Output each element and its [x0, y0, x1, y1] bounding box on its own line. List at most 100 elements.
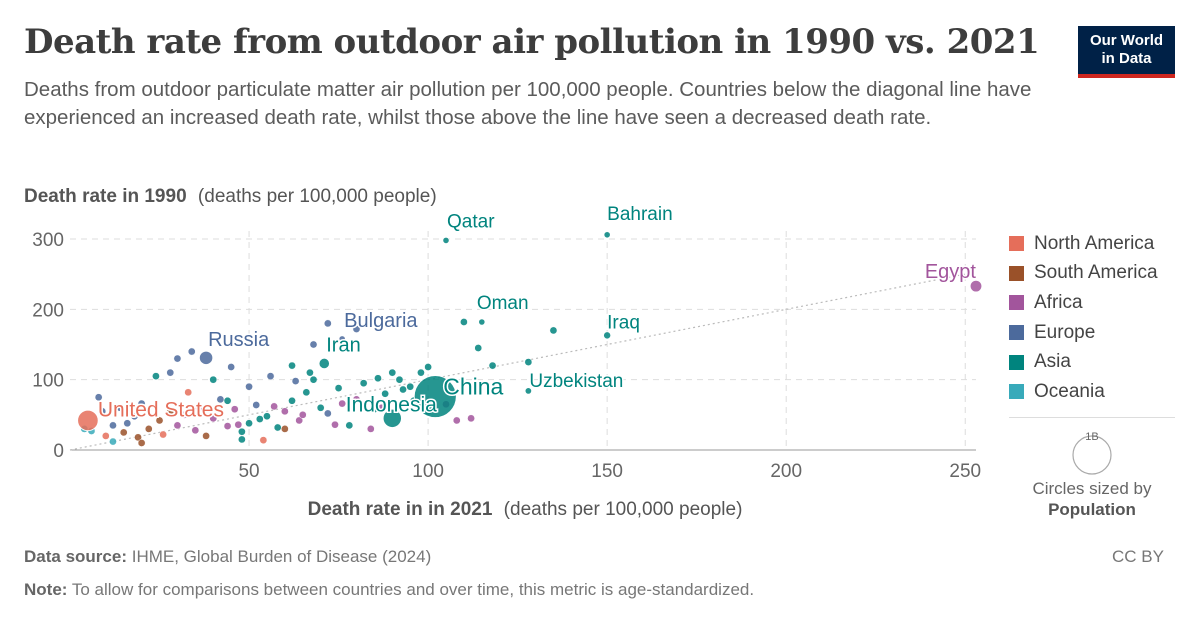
logo-line-1: Our World: [1089, 32, 1164, 49]
scatter-point: [295, 416, 304, 425]
scatter-point: [109, 437, 117, 446]
chart-title: Death rate from outdoor air pollution in…: [24, 22, 1040, 62]
owid-logo[interactable]: Our World in Data: [1078, 26, 1175, 78]
scatter-point-china: [413, 375, 457, 418]
scatter-point: [155, 416, 164, 425]
y-axis-title: Death rate in 1990 (deaths per 100,000 p…: [24, 186, 437, 207]
data-source: Data source: IHME, Global Burden of Dise…: [24, 547, 431, 567]
scatter-point: [366, 425, 375, 433]
scatter-point: [255, 415, 264, 423]
scatter-point: [116, 403, 124, 412]
scatter-point-iran: [318, 357, 330, 370]
data-source-label: Data source:: [24, 547, 127, 566]
y-tick-label: 300: [32, 230, 64, 251]
scatter-point: [374, 374, 382, 383]
scatter-point: [452, 416, 461, 425]
scatter-point: [359, 379, 368, 388]
scatter-point: [323, 319, 332, 328]
scatter-point: [227, 363, 235, 371]
scatter-point: [166, 407, 175, 416]
scatter-point: [549, 326, 558, 335]
legend-swatch: [1009, 354, 1024, 370]
scatter-point: [187, 347, 196, 356]
legend-divider: [1009, 417, 1175, 418]
legend-label: Oceania: [1034, 380, 1105, 402]
scatter-point: [467, 414, 475, 423]
legend-label: Africa: [1034, 291, 1083, 313]
legend-swatch: [1009, 295, 1024, 311]
legend-item-africa[interactable]: Africa: [1009, 288, 1189, 318]
size-legend-value: 1B: [1085, 431, 1098, 443]
scatter-point: [238, 435, 246, 444]
scatter-point: [180, 410, 189, 419]
scatter-point: [288, 361, 296, 370]
scatter-point: [137, 439, 146, 447]
legend-item-europe[interactable]: Europe: [1009, 318, 1189, 348]
point-label-qatar: Qatar: [447, 211, 495, 232]
scatter-point: [263, 412, 271, 421]
scatter-point: [234, 420, 243, 429]
grid: [70, 231, 976, 451]
scatter-point: [195, 403, 203, 412]
legend-item-oceania[interactable]: Oceania: [1009, 377, 1189, 407]
chart-note: Note: To allow for comparisons between c…: [24, 580, 754, 600]
scatter-point: [334, 384, 343, 392]
legend-item-asia[interactable]: Asia: [1009, 347, 1189, 377]
diagonal-line: [69, 271, 977, 451]
scatter-point: [144, 425, 153, 433]
point-labels: China Indonesia United States Russia IranBul…: [96, 202, 978, 423]
scatter-point: [266, 372, 275, 380]
tick-labels: 0 100 200 300 50 100 150 200 250: [32, 230, 981, 482]
scatter-point: [134, 433, 142, 442]
scatter-point: [309, 340, 318, 349]
scatter-point: [109, 421, 117, 430]
point-label-indonesia: Indonesia: [346, 393, 437, 416]
logo-line-2: in Data: [1101, 50, 1152, 67]
license-link[interactable]: CC BY: [1112, 547, 1164, 566]
scatter-point: [345, 421, 354, 430]
point-label-iran: Iran: [326, 334, 360, 356]
scatter-point-uzbekistan: [524, 387, 533, 395]
scatter-point: [230, 405, 239, 414]
legend-item-north-america[interactable]: North America: [1009, 229, 1189, 259]
scatter-point: [488, 361, 497, 370]
point-label-china: China: [443, 374, 503, 400]
scatter-point-qatar: [442, 236, 450, 245]
scatter-point-indonesia: [382, 408, 402, 428]
x-axis-title: Death rate in in 2021 (deaths per 100,00…: [308, 499, 743, 520]
y-tick-label: 0: [53, 441, 64, 462]
scatter-point: [524, 358, 533, 366]
scatter-point: [259, 436, 268, 445]
scatter-point: [298, 410, 307, 419]
point-label-oman: Oman: [477, 293, 529, 314]
scatter-point: [245, 382, 253, 391]
scatter-point: [288, 396, 296, 405]
legend-swatch: [1009, 236, 1024, 252]
y-axis-title-bold: Death rate in 1990: [24, 186, 187, 207]
scatter-point: [173, 421, 182, 430]
scatter-point: [166, 368, 175, 377]
scatter-point-bahrain: [603, 231, 611, 239]
x-axis-title-bold: Death rate in in 2021: [308, 499, 493, 520]
size-legend-circle: 1B: [1072, 431, 1112, 475]
x-axis-title-unit: (deaths per 100,000 people): [504, 499, 743, 520]
scatter-point: [323, 409, 332, 418]
scatter-point: [316, 403, 325, 412]
scatter-point: [302, 388, 311, 397]
scatter-point: [309, 375, 318, 384]
scatter-point-russia: [198, 350, 214, 365]
size-legend-caption: Circles sized by: [1032, 479, 1152, 498]
legend-label: South America: [1034, 262, 1158, 284]
legend-item-south-america[interactable]: South America: [1009, 259, 1189, 289]
scatter-point: [123, 419, 132, 428]
x-tick-label: 200: [770, 461, 802, 482]
legend-swatch: [1009, 265, 1024, 281]
scatter-point: [137, 399, 146, 408]
scatter-point: [159, 430, 167, 439]
size-legend-variable: Population: [1048, 500, 1136, 519]
scatter-point: [245, 419, 253, 428]
point-label-egypt: Egypt: [925, 261, 977, 283]
scatter-point: [209, 375, 218, 384]
scatter-point: [209, 414, 218, 423]
scatter-point: [94, 393, 103, 402]
